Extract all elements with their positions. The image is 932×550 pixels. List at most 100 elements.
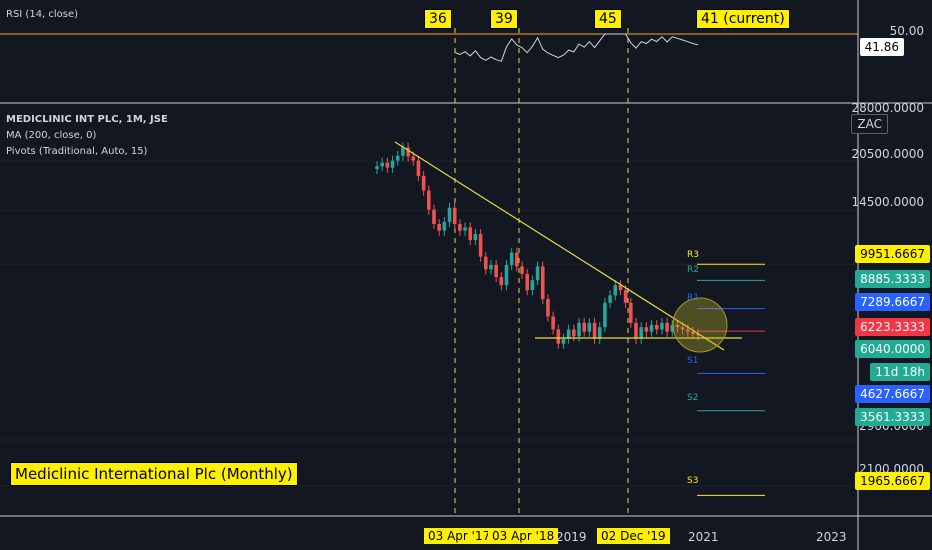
pivot-label-s3: S3 [687, 476, 699, 486]
pivot-label-s1: S1 [687, 356, 699, 366]
candle-body [603, 302, 607, 328]
candle-body [577, 322, 581, 337]
x-label: 2021 [688, 530, 719, 544]
candle-body [421, 175, 426, 191]
candle-body [654, 324, 659, 330]
breakout-highlight-circle[interactable] [672, 297, 728, 353]
candle-body [597, 327, 602, 339]
candle-body [499, 277, 504, 286]
candle-body [608, 295, 612, 303]
symbol-legend[interactable]: MEDICLINIC INT PLC, 1M, JSE [6, 114, 168, 125]
x-label: 2019 [556, 530, 587, 544]
candle-body [463, 227, 467, 231]
ytick: 28000.0000 [851, 101, 924, 115]
x-label: 02 Dec '19 [597, 528, 670, 544]
candle-body [468, 227, 473, 240]
candle-body [385, 162, 390, 168]
candle-body [546, 298, 550, 317]
candle-body [390, 160, 395, 168]
pivot-label-r1: R1 [687, 293, 699, 303]
pivots-legend[interactable]: Pivots (Traditional, Auto, 15) [6, 146, 148, 157]
candle-body [535, 266, 540, 281]
candle-body [629, 302, 633, 323]
candle-body [623, 290, 628, 303]
candle-body [494, 265, 498, 278]
candle-body [437, 224, 441, 231]
candle-body [561, 338, 566, 344]
candle-body [675, 324, 680, 328]
rsi-callout-1: 36 [424, 9, 452, 29]
candle-body [478, 234, 483, 257]
candle-body [582, 322, 586, 332]
ytick: 20500.0000 [851, 147, 924, 161]
descending-trendline[interactable] [394, 141, 725, 351]
price-badge-pivot: 6223.3333 [855, 318, 930, 336]
candle-body [670, 324, 675, 332]
price-badge-r1: 7289.6667 [855, 293, 930, 311]
x-label: 2023 [816, 530, 847, 544]
candle-body [432, 209, 436, 225]
ma-legend[interactable]: MA (200, close, 0) [6, 130, 97, 141]
price-badge-s2: 3561.3333 [855, 408, 930, 426]
candle-body [509, 252, 514, 266]
candle-body [416, 160, 421, 176]
rsi-level-tick: 50.00 [889, 24, 924, 38]
candle-body [566, 329, 571, 339]
price-badge-r2: 8885.3333 [855, 270, 930, 288]
candle-body [395, 155, 400, 161]
candle-body [458, 224, 462, 231]
candle-body [686, 329, 690, 332]
rsi-legend[interactable]: RSI (14, close) [6, 9, 79, 20]
candle-body [572, 329, 576, 337]
candle-body [447, 207, 452, 222]
rsi-callout-2: 39 [490, 9, 518, 29]
pivot-label-r3: R3 [687, 250, 699, 260]
candle-body [551, 316, 555, 330]
x-label: 03 Apr '17 [424, 528, 495, 544]
candle-body [691, 331, 695, 335]
candle-body [649, 324, 654, 332]
candle-body [401, 147, 405, 156]
rsi-callout-current: 41 (current) [696, 9, 790, 29]
candle-body [639, 327, 643, 339]
candle-body [660, 322, 664, 330]
candle-body [442, 221, 447, 231]
candle-body [634, 322, 638, 339]
candle-body [483, 256, 488, 270]
currency-badge[interactable]: ZAC [851, 114, 888, 134]
x-label: 03 Apr '18 [488, 528, 559, 544]
candle-body [375, 166, 379, 170]
candle-body [540, 266, 545, 299]
candle-body [452, 207, 457, 225]
candle-body [515, 252, 519, 267]
chart-title: Mediclinic International Plc (Monthly) [10, 462, 298, 486]
price-badge-last: 6040.0000 [855, 340, 930, 358]
ytick: 14500.0000 [851, 195, 924, 209]
candle-body [680, 327, 685, 330]
candle-body [504, 265, 509, 286]
candle-body [525, 273, 530, 291]
candle-body [665, 322, 669, 332]
candle-body [473, 234, 478, 240]
candle-body [696, 334, 700, 336]
pivot-label-s2: S2 [687, 393, 699, 403]
rsi-line [454, 33, 699, 62]
candle-body [520, 266, 524, 274]
candle-body [613, 285, 618, 296]
price-badge-s3: 1965.6667 [855, 472, 930, 490]
candle-body [380, 162, 384, 167]
rsi-current-badge: 41.86 [859, 38, 904, 56]
candle-body [587, 322, 592, 332]
candle-body [406, 147, 410, 157]
pivot-label-r2: R2 [687, 265, 699, 275]
candle-body [411, 156, 416, 161]
candle-body [644, 327, 649, 332]
candle-body [592, 322, 597, 339]
price-badge-s1: 4627.6667 [855, 385, 930, 403]
candle-body [556, 329, 561, 344]
candle-body [489, 265, 493, 270]
candle-body [530, 280, 535, 291]
countdown-badge: 11d 18h [870, 363, 930, 381]
candle-body [618, 285, 623, 291]
